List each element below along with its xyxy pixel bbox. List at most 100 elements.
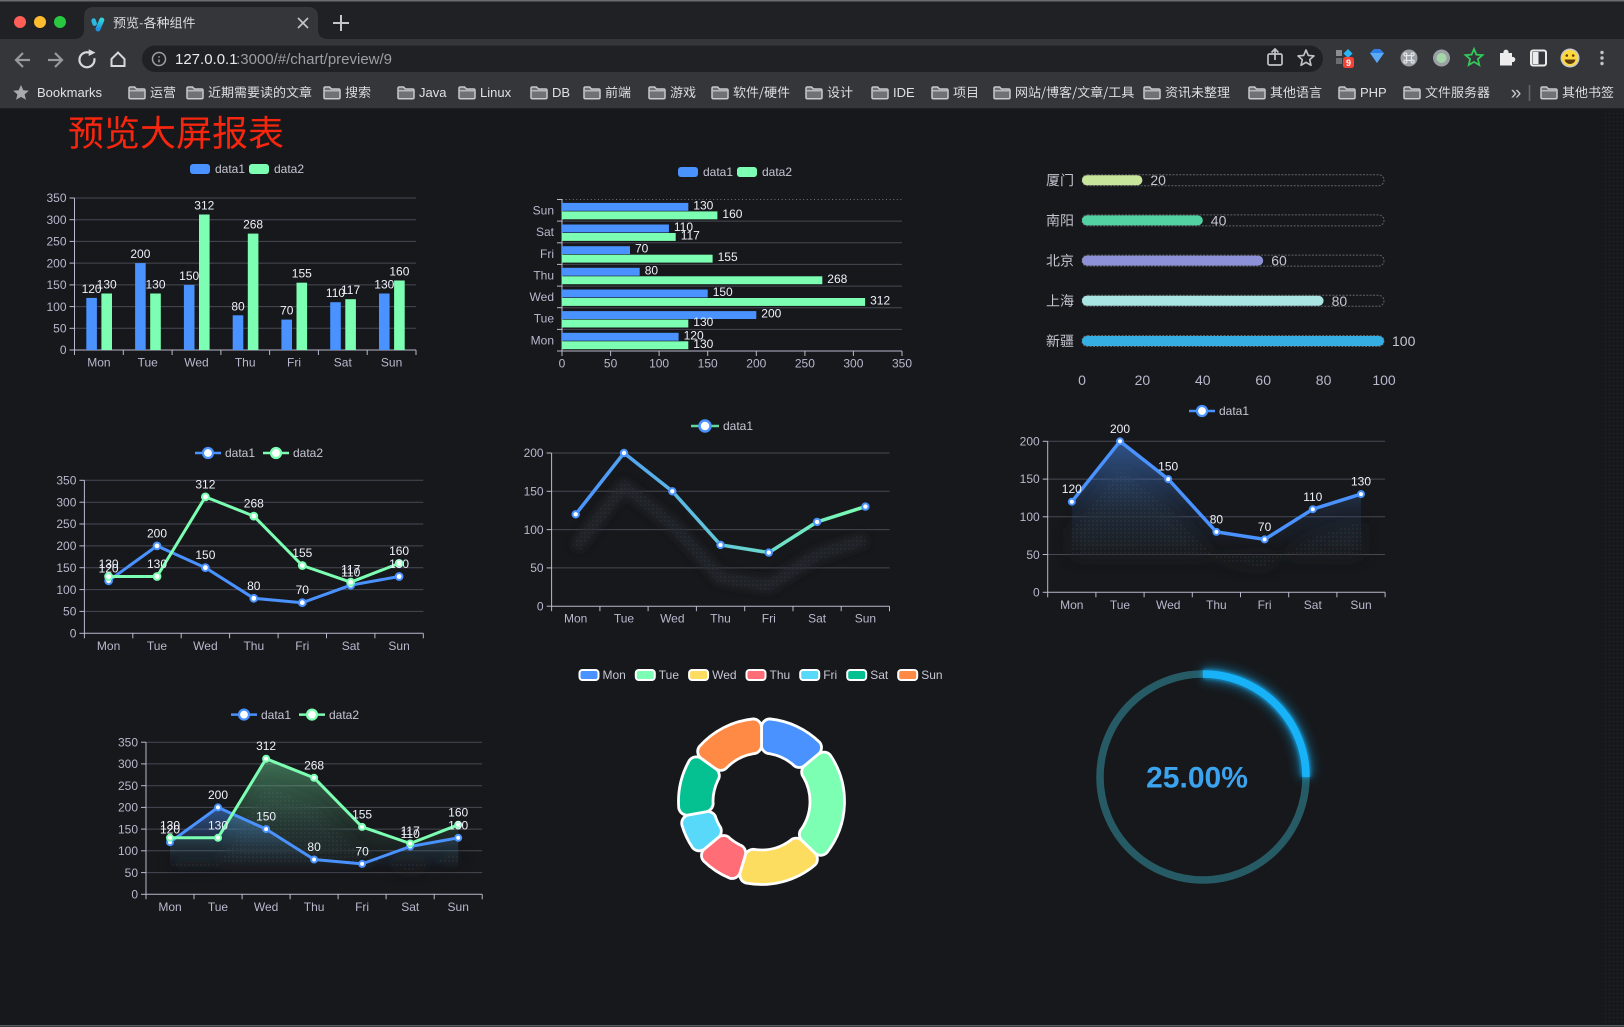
svg-text:Sat: Sat — [536, 225, 555, 239]
svg-text:160: 160 — [389, 265, 409, 279]
svg-text:Fri: Fri — [762, 612, 776, 626]
svg-text:200: 200 — [761, 307, 781, 321]
svg-text:150: 150 — [56, 561, 76, 575]
svg-text:100: 100 — [1372, 372, 1396, 388]
svg-text:150: 150 — [179, 269, 199, 283]
svg-text:250: 250 — [46, 235, 66, 249]
svg-text:0: 0 — [559, 357, 566, 371]
svg-text:70: 70 — [296, 583, 310, 597]
svg-text:Sat: Sat — [1304, 598, 1323, 612]
svg-text:Thu: Thu — [770, 668, 791, 682]
svg-text:150: 150 — [46, 278, 66, 292]
svg-text:80: 80 — [247, 579, 261, 593]
svg-text:25.00%: 25.00% — [1146, 762, 1248, 795]
svg-text:80: 80 — [231, 299, 245, 313]
svg-text:312: 312 — [870, 294, 890, 308]
svg-text:80: 80 — [1316, 372, 1332, 388]
svg-text:Thu: Thu — [710, 612, 731, 626]
svg-text:70: 70 — [1258, 520, 1272, 534]
svg-text:Thu: Thu — [1206, 598, 1227, 612]
svg-text:130: 130 — [97, 278, 117, 292]
svg-text:Tue: Tue — [659, 668, 680, 682]
svg-text:150: 150 — [524, 485, 544, 499]
svg-text:data1: data1 — [723, 419, 753, 433]
svg-text:250: 250 — [795, 357, 815, 371]
svg-text:130: 130 — [145, 278, 165, 292]
svg-text:130: 130 — [99, 557, 119, 571]
svg-text:130: 130 — [374, 278, 394, 292]
svg-text:80: 80 — [1210, 512, 1224, 526]
svg-text:80: 80 — [307, 840, 321, 854]
svg-text:200: 200 — [524, 446, 544, 460]
svg-text:312: 312 — [195, 477, 215, 491]
svg-text:155: 155 — [718, 250, 738, 264]
svg-text:Tue: Tue — [1110, 598, 1131, 612]
svg-text:Mon: Mon — [531, 333, 554, 347]
svg-text:20: 20 — [1150, 172, 1166, 188]
svg-text:0: 0 — [537, 599, 544, 613]
svg-text:Wed: Wed — [530, 290, 554, 304]
svg-text:Thu: Thu — [243, 639, 264, 653]
svg-text:Sun: Sun — [533, 204, 554, 218]
svg-text:70: 70 — [635, 242, 649, 256]
svg-text:Tue: Tue — [138, 356, 159, 370]
svg-text:155: 155 — [292, 546, 312, 560]
svg-text:data2: data2 — [329, 708, 359, 722]
svg-text:268: 268 — [304, 758, 324, 772]
svg-text:70: 70 — [280, 304, 294, 318]
svg-text:50: 50 — [604, 357, 618, 371]
svg-text:117: 117 — [341, 563, 360, 577]
svg-text:data1: data1 — [703, 165, 733, 179]
svg-text:155: 155 — [292, 267, 312, 281]
svg-text:117: 117 — [681, 229, 700, 243]
svg-text:130: 130 — [147, 557, 167, 571]
svg-text:60: 60 — [1271, 253, 1287, 269]
svg-text:200: 200 — [130, 247, 150, 261]
svg-text:Tue: Tue — [147, 639, 168, 653]
svg-text:120: 120 — [82, 282, 102, 296]
svg-text:Wed: Wed — [712, 668, 736, 682]
svg-text:data2: data2 — [762, 165, 792, 179]
svg-text:Sun: Sun — [1350, 598, 1371, 612]
svg-text:100: 100 — [56, 583, 76, 597]
svg-text:200: 200 — [118, 801, 138, 815]
svg-text:Java: Java — [419, 85, 447, 100]
svg-text:Wed: Wed — [254, 900, 278, 914]
svg-text:130: 130 — [160, 818, 180, 832]
svg-text:20: 20 — [1135, 372, 1151, 388]
svg-text:130: 130 — [448, 818, 468, 832]
svg-text:»: » — [1511, 83, 1522, 104]
svg-text:data1: data1 — [225, 446, 255, 460]
svg-text:Thu: Thu — [533, 268, 554, 282]
svg-text:Mon: Mon — [1060, 598, 1083, 612]
svg-text:150: 150 — [256, 810, 276, 824]
svg-text:Fri: Fri — [295, 639, 309, 653]
svg-text:200: 200 — [56, 539, 76, 553]
svg-text:350: 350 — [56, 474, 76, 488]
svg-text:130: 130 — [693, 315, 713, 329]
svg-text:130: 130 — [1351, 475, 1371, 489]
svg-text:Sun: Sun — [921, 668, 942, 682]
svg-text:50: 50 — [53, 322, 67, 336]
svg-text:data1: data1 — [215, 162, 245, 176]
svg-text:Wed: Wed — [193, 639, 217, 653]
svg-text:Mon: Mon — [603, 668, 626, 682]
svg-text:Fri: Fri — [540, 247, 554, 261]
svg-text:IDE: IDE — [893, 85, 915, 100]
svg-text:80: 80 — [1332, 293, 1348, 309]
svg-text:Fri: Fri — [287, 356, 301, 370]
svg-text:Mon: Mon — [87, 356, 110, 370]
svg-text:268: 268 — [244, 497, 264, 511]
svg-text:Sun: Sun — [388, 639, 409, 653]
svg-text:Sat: Sat — [401, 900, 420, 914]
svg-text:9: 9 — [1346, 58, 1351, 68]
svg-text:110: 110 — [326, 286, 345, 300]
svg-text:150: 150 — [698, 357, 718, 371]
svg-text:Wed: Wed — [184, 356, 208, 370]
svg-text:300: 300 — [46, 213, 66, 227]
svg-text:312: 312 — [256, 739, 276, 753]
svg-text:Sun: Sun — [381, 356, 402, 370]
svg-text:110: 110 — [1303, 490, 1322, 504]
svg-text:Linux: Linux — [480, 85, 512, 100]
svg-text:Sat: Sat — [808, 612, 827, 626]
